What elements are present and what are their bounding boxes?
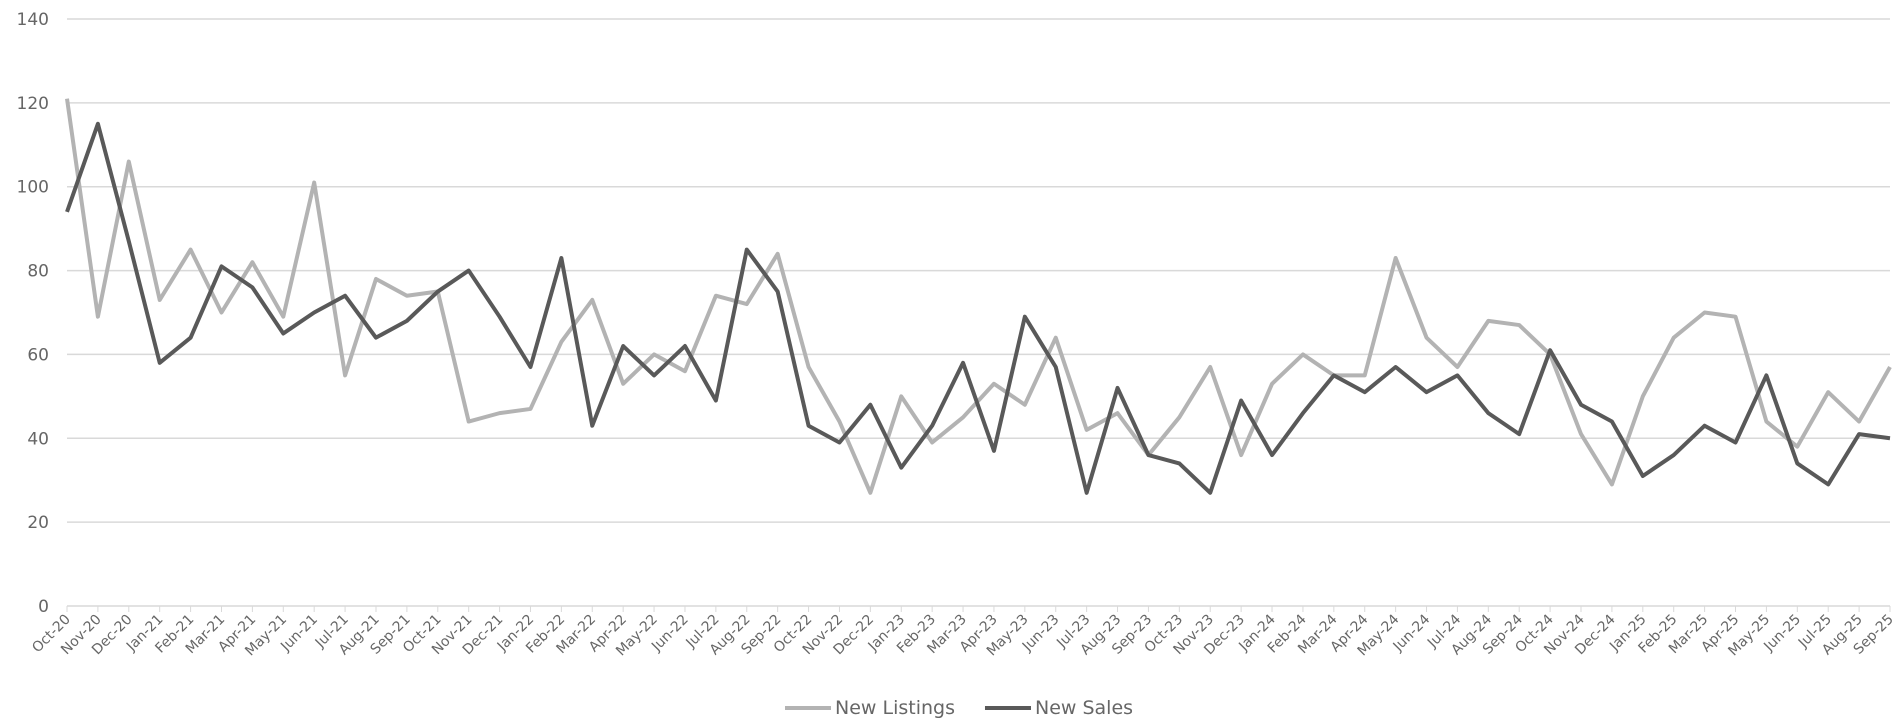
y-tick-label: 0: [38, 597, 49, 617]
series-line: [65, 98, 1892, 495]
legend-label: New Listings: [835, 697, 955, 719]
y-tick-label: 60: [27, 345, 49, 365]
y-tick-label: 140: [17, 10, 49, 30]
legend-label: New Sales: [1035, 697, 1133, 719]
y-tick-label: 20: [27, 513, 49, 533]
y-tick-label: 100: [17, 178, 49, 198]
series-line: [65, 121, 1891, 495]
y-tick-label: 80: [27, 262, 49, 282]
y-tick-label: 120: [17, 94, 49, 114]
y-tick-label: 40: [27, 429, 49, 449]
